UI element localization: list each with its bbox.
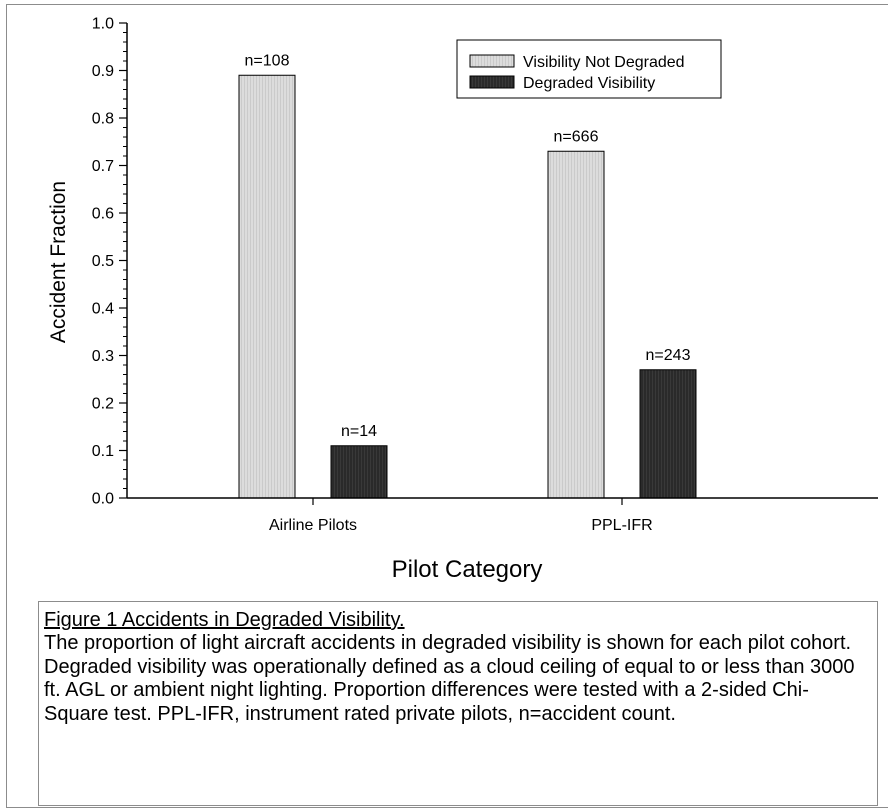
y-tick-label: 0.8 — [92, 111, 114, 128]
x-axis-title: Pilot Category — [392, 556, 543, 583]
bar-degraded-1 — [639, 369, 697, 499]
y-tick-label: 0.6 — [92, 206, 114, 223]
bar-chart: 0.0 0.1 0.2 0.3 0.4 0.5 0.6 0.7 0.8 0.9 1.0 n=108 n=… — [47, 16, 878, 583]
bar-data-label: n=243 — [646, 347, 691, 364]
bar-data-label: n=666 — [554, 128, 599, 145]
x-tick-label: PPL-IFR — [591, 517, 652, 534]
y-tick-label: 0.1 — [92, 443, 114, 460]
legend-swatch-1 — [469, 75, 515, 89]
y-tick-label: 0.4 — [92, 301, 114, 318]
y-tick-label: 0.7 — [92, 158, 114, 175]
bar-data-label: n=108 — [245, 52, 290, 69]
legend: Visibility Not Degraded Degraded Visibili… — [456, 39, 722, 99]
bar-degraded-0 — [330, 445, 388, 499]
bar-not-degraded-1 — [547, 150, 605, 499]
y-axis-title: Accident Fraction — [47, 181, 70, 343]
y-tick-label: 0.5 — [92, 253, 114, 270]
y-tick-label: 0.9 — [92, 63, 114, 80]
y-tick-label: 1.0 — [92, 16, 114, 33]
caption-title: Figure 1 Accidents in Degraded Visibilit… — [44, 609, 405, 631]
legend-label-0: Visibility Not Degraded — [523, 54, 685, 71]
bar-data-label: n=14 — [341, 423, 377, 440]
y-tick-label: 0.2 — [92, 396, 114, 413]
legend-swatch-0 — [469, 54, 515, 68]
y-tick-label: 0.3 — [92, 348, 114, 365]
caption-body: The proportion of light aircraft acciden… — [44, 632, 855, 725]
figure-caption: Figure 1 Accidents in Degraded Visibilit… — [38, 601, 878, 806]
x-tick-label: Airline Pilots — [269, 517, 357, 534]
legend-label-1: Degraded Visibility — [523, 75, 655, 92]
figure-frame — [6, 4, 888, 808]
plot-area: 0.0 0.1 0.2 0.3 0.4 0.5 0.6 0.7 0.8 0.9 1.0 n=108 n=… — [47, 16, 878, 583]
bar-not-degraded-0 — [238, 74, 296, 499]
y-tick-label: 0.0 — [92, 491, 114, 508]
